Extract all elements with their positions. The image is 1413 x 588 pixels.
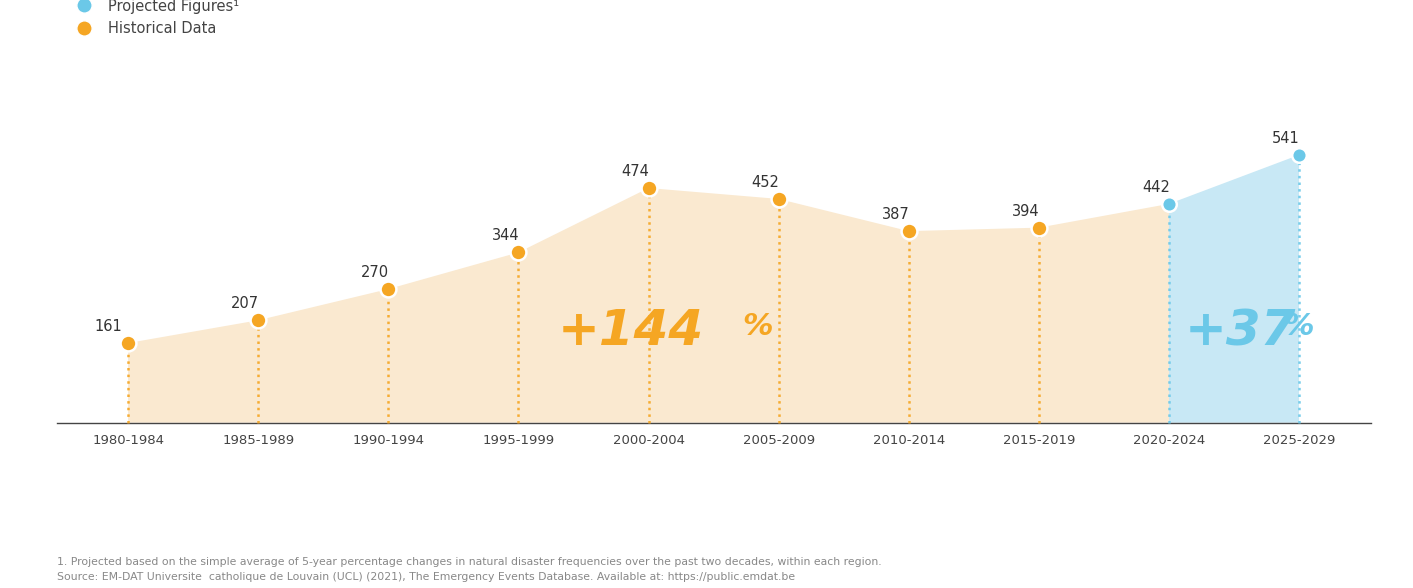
Point	[507, 248, 530, 257]
Text: 442: 442	[1142, 180, 1170, 195]
Polygon shape	[129, 188, 1169, 423]
Text: %: %	[742, 312, 773, 340]
Text: +37: +37	[1184, 307, 1296, 355]
Text: 344: 344	[492, 229, 519, 243]
Point	[377, 285, 400, 294]
Text: 387: 387	[882, 207, 910, 222]
Point	[897, 226, 920, 236]
Point	[1287, 150, 1310, 159]
Text: 452: 452	[752, 175, 780, 190]
Point	[1027, 223, 1050, 232]
Text: 474: 474	[622, 164, 650, 179]
Point	[637, 183, 660, 193]
Point	[117, 338, 140, 348]
Point	[767, 194, 790, 203]
Legend: Projected Figures¹, Historical Data: Projected Figures¹, Historical Data	[64, 0, 244, 42]
Polygon shape	[1169, 155, 1299, 423]
Text: 1. Projected based on the simple average of 5-year percentage changes in natural: 1. Projected based on the simple average…	[57, 557, 882, 582]
Point	[247, 316, 270, 325]
Text: +144: +144	[558, 307, 704, 355]
Text: 541: 541	[1272, 131, 1300, 146]
Text: %: %	[1283, 312, 1314, 340]
Text: 207: 207	[232, 296, 259, 311]
Point	[1157, 199, 1180, 209]
Text: 394: 394	[1012, 203, 1040, 219]
Text: 270: 270	[362, 265, 390, 280]
Text: 161: 161	[95, 319, 123, 334]
